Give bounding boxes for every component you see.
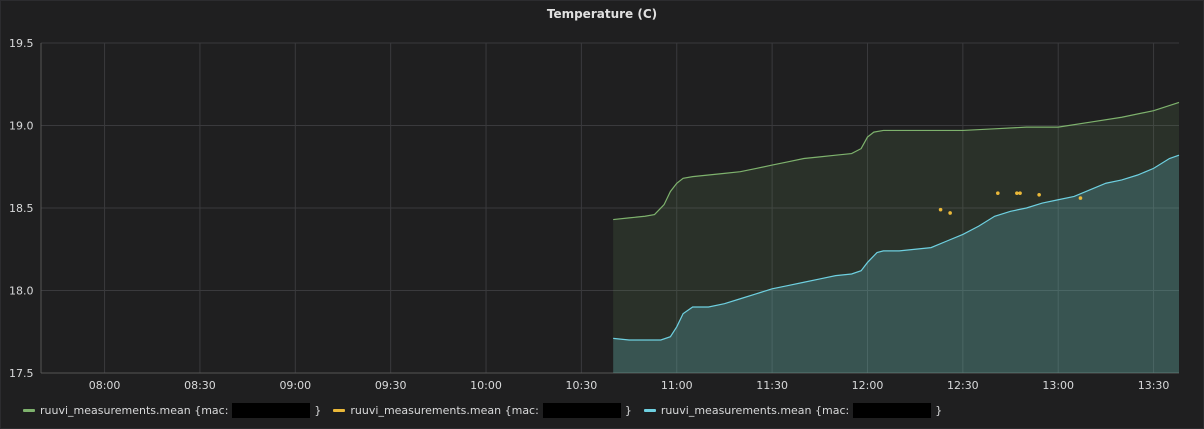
legend-swatch-green bbox=[23, 408, 35, 412]
y-axis: 17.5 18.0 18.5 19.0 19.5 bbox=[9, 37, 34, 380]
x-tick-label: 11:00 bbox=[661, 379, 693, 392]
y-tick-label: 19.5 bbox=[9, 37, 34, 50]
y-tick-label: 17.5 bbox=[9, 367, 34, 380]
legend-swatch-yellow bbox=[333, 408, 346, 412]
data-point bbox=[948, 211, 952, 215]
x-tick-label: 12:30 bbox=[947, 379, 979, 392]
x-tick-label: 09:00 bbox=[279, 379, 311, 392]
legend: ruuvi_measurements.mean {mac: } ruuvi_me… bbox=[23, 402, 954, 418]
series-area bbox=[613, 102, 1179, 374]
redacted-mac bbox=[853, 402, 932, 418]
x-tick-label: 13:30 bbox=[1138, 379, 1170, 392]
legend-label: ruuvi_measurements.mean {mac: bbox=[660, 403, 850, 417]
series-points bbox=[938, 191, 1083, 215]
legend-item-series-2[interactable]: ruuvi_measurements.mean {mac: } bbox=[333, 402, 632, 418]
series-areas bbox=[613, 102, 1179, 374]
y-tick-label: 18.5 bbox=[9, 202, 34, 215]
temperature-plot[interactable]: 17.5 18.0 18.5 19.0 19.5 08:00 08:30 09:00 09:3… bbox=[1, 1, 1204, 401]
x-tick-label: 13:00 bbox=[1042, 379, 1074, 392]
legend-label: ruuvi_measurements.mean {mac: bbox=[350, 403, 539, 417]
series-line bbox=[613, 154, 1180, 341]
y-tick-label: 19.0 bbox=[9, 120, 34, 133]
chart-title: Temperature (C) bbox=[546, 7, 658, 21]
legend-label: ruuvi_measurements.mean {mac: bbox=[40, 403, 229, 417]
data-point bbox=[1015, 191, 1019, 195]
legend-item-series-3[interactable]: ruuvi_measurements.mean {mac: } bbox=[643, 402, 943, 418]
legend-swatch-cyan bbox=[643, 408, 656, 412]
data-point bbox=[938, 207, 943, 212]
grid bbox=[40, 42, 1179, 374]
series-area bbox=[613, 155, 1179, 373]
legend-item-series-1[interactable]: ruuvi_measurements.mean {mac: } bbox=[23, 402, 322, 418]
x-tick-label: 10:30 bbox=[566, 379, 598, 392]
data-point bbox=[1078, 196, 1083, 200]
series-line bbox=[613, 101, 1180, 221]
legend-brace: } bbox=[624, 403, 632, 417]
legend-brace: } bbox=[935, 403, 943, 417]
data-point bbox=[1037, 193, 1041, 197]
redacted-mac bbox=[232, 402, 311, 418]
data-point bbox=[1018, 191, 1022, 195]
x-tick-label: 11:30 bbox=[756, 379, 788, 392]
x-tick-label: 10:00 bbox=[470, 379, 502, 392]
x-tick-label: 08:00 bbox=[89, 379, 121, 392]
data-point bbox=[996, 191, 1000, 195]
x-axis: 08:00 08:30 09:00 09:30 10:00 10:30 11:00 11:30… bbox=[89, 379, 1170, 392]
redacted-mac bbox=[542, 402, 621, 418]
x-tick-label: 12:00 bbox=[852, 379, 884, 392]
x-tick-label: 09:30 bbox=[375, 379, 407, 392]
y-tick-label: 18.0 bbox=[9, 285, 34, 298]
legend-brace: } bbox=[314, 403, 322, 417]
x-tick-label: 08:30 bbox=[184, 379, 216, 392]
series-lines bbox=[613, 101, 1180, 341]
